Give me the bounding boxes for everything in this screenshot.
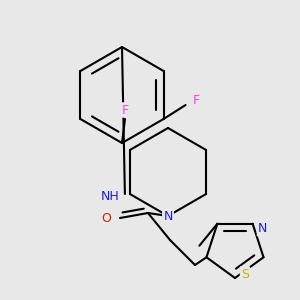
Text: NH: NH: [100, 190, 119, 202]
Text: O: O: [101, 212, 111, 224]
Text: F: F: [193, 94, 200, 107]
Text: N: N: [163, 209, 173, 223]
Text: F: F: [122, 103, 129, 116]
Text: S: S: [241, 268, 249, 281]
Text: N: N: [258, 222, 267, 235]
